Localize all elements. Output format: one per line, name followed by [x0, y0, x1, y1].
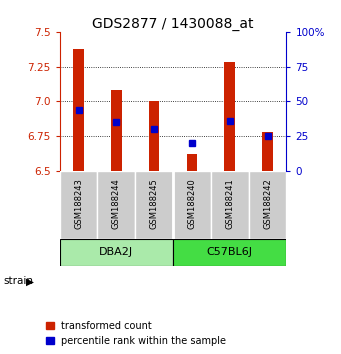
Bar — [111, 90, 122, 171]
Bar — [60, 171, 98, 239]
Title: GDS2877 / 1430088_at: GDS2877 / 1430088_at — [92, 17, 254, 31]
Text: GSM188242: GSM188242 — [263, 178, 272, 229]
Text: ▶: ▶ — [26, 276, 34, 286]
Bar — [224, 63, 235, 171]
Text: GSM188244: GSM188244 — [112, 178, 121, 229]
Bar — [135, 171, 173, 239]
Text: GSM188243: GSM188243 — [74, 178, 83, 229]
Text: GSM188241: GSM188241 — [225, 178, 234, 229]
Bar — [60, 239, 173, 266]
Bar — [73, 48, 84, 171]
Bar — [249, 171, 286, 239]
Bar — [187, 154, 197, 171]
Legend: transformed count, percentile rank within the sample: transformed count, percentile rank withi… — [46, 321, 226, 346]
Text: strain: strain — [3, 276, 33, 286]
Bar — [173, 171, 211, 239]
Text: C57BL6J: C57BL6J — [207, 247, 253, 257]
Bar — [98, 171, 135, 239]
Text: GSM188245: GSM188245 — [150, 178, 159, 229]
Bar — [173, 239, 286, 266]
Text: GSM188240: GSM188240 — [188, 178, 196, 229]
Bar — [262, 132, 273, 171]
Text: DBA2J: DBA2J — [99, 247, 133, 257]
Bar — [211, 171, 249, 239]
Bar — [149, 102, 160, 171]
